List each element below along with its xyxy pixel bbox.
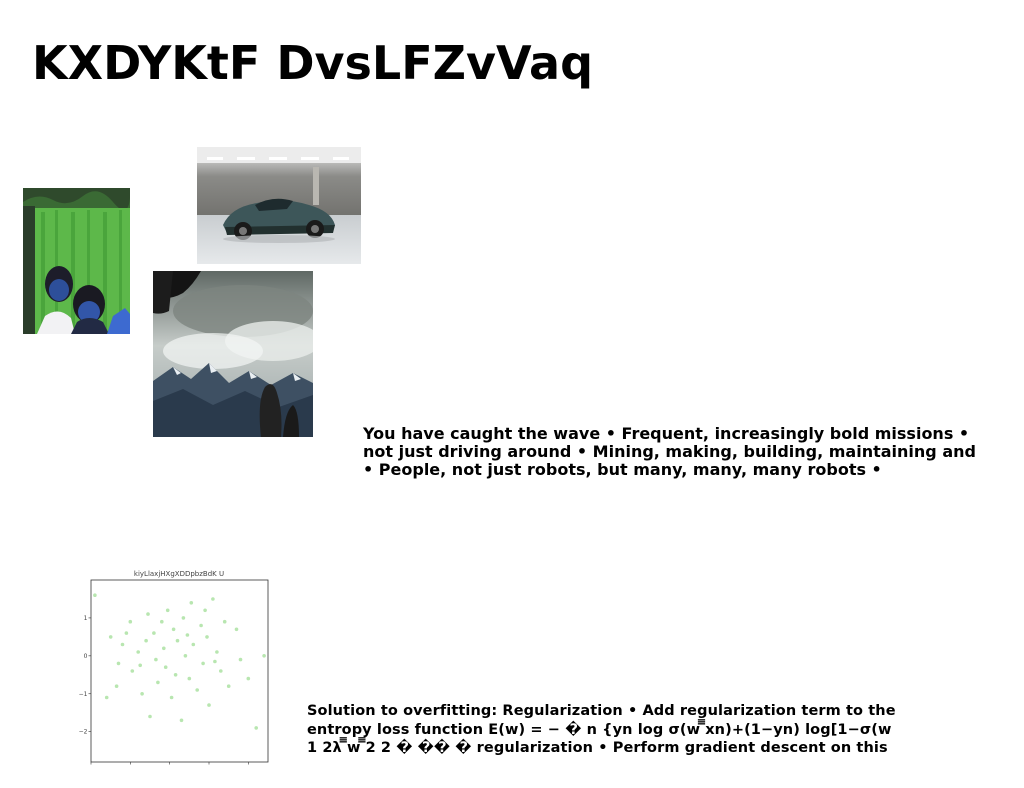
scatter-point [254, 726, 258, 730]
scatter-point [179, 718, 184, 723]
scatter-point [154, 657, 158, 662]
scatter-point [183, 654, 188, 658]
scatter-point [93, 593, 97, 597]
scatter-point [187, 676, 192, 681]
scatter-point [181, 616, 186, 620]
scatter-point [140, 692, 144, 696]
scatter-point [234, 627, 239, 632]
points-layer [93, 593, 266, 730]
page-title: KXDYKtF DvsLFZvVaq [32, 36, 594, 90]
scatter-chart: kiyLlaxjHXgXDDpbzBdK U −2−1012 1 0 −1 −2 [79, 570, 269, 765]
scatter-point [136, 650, 140, 654]
scatter-point [116, 661, 121, 666]
scatter-point [238, 657, 243, 662]
x-axis-ticks: −2−1012 [90, 762, 249, 765]
plot-frame [90, 579, 269, 763]
plot-border [90, 579, 269, 763]
scatter-point [124, 631, 129, 635]
y-axis-ticks: 1 0 −1 −2 [79, 615, 91, 736]
scatter-point [201, 661, 205, 666]
scatter-point [173, 673, 178, 677]
scatter-point [189, 601, 194, 605]
scatter-point [163, 665, 168, 669]
overfitting-paragraph: Solution to overfitting: Regularization … [307, 702, 896, 758]
scatter-point [222, 619, 227, 624]
scatter-point [120, 642, 125, 647]
scatter-point [185, 633, 190, 637]
chart-title: kiyLlaxjHXgXDDpbzBdK U [134, 570, 224, 578]
scatter-point [207, 703, 211, 707]
y-tick-label: 1 [84, 615, 88, 622]
y-tick-label: 0 [84, 653, 88, 660]
scatter-point [213, 659, 217, 664]
scatter-point [128, 619, 133, 624]
mountains-photo [153, 271, 313, 437]
scatter-point [138, 663, 142, 668]
scatter-point [165, 608, 170, 613]
car-photo [197, 147, 361, 264]
overfitting-line: Solution to overfitting: Regularization … [307, 703, 896, 719]
scatter-point [162, 646, 166, 651]
y-tick-label: −1 [79, 691, 88, 698]
wave-line: You have caught the wave • Frequent, inc… [363, 424, 970, 443]
scatter-point [114, 684, 119, 688]
scatter-point [156, 680, 160, 685]
scatter-point [203, 608, 207, 613]
scatter-point [146, 612, 150, 616]
scatter-point [144, 638, 148, 643]
scatter-point [226, 684, 231, 688]
scatter-point [130, 669, 135, 673]
scatter-point [262, 654, 266, 658]
scatter-point [148, 714, 152, 719]
wave-line: not just driving around • Mining, making… [363, 442, 976, 461]
wave-line: • People, not just robots, but many, man… [363, 460, 882, 479]
scatter-point [152, 631, 156, 635]
scatter-point [191, 642, 196, 647]
scatter-point [108, 635, 113, 639]
y-tick-label: −2 [79, 729, 88, 736]
scatter-point [215, 650, 219, 654]
scatter-point [169, 695, 174, 700]
scatter-point [246, 676, 251, 681]
scatter-point [219, 669, 223, 673]
overfitting-line: entropy loss function E(w) = − � n {yn l… [307, 721, 892, 738]
scatter-point [205, 635, 209, 639]
scatter-point [211, 597, 215, 601]
scatter-point [199, 623, 203, 628]
overfitting-line: 1 2λ ̅̅̅w ̅̅̅2 2 � �� � regularization •… [307, 740, 888, 756]
scatter-point [171, 627, 176, 632]
people-photo [23, 188, 130, 334]
scatter-point [160, 619, 164, 624]
scatter-point [104, 695, 109, 700]
scatter-point [195, 688, 199, 692]
scatter-point [175, 638, 180, 643]
wave-paragraph: You have caught the wave • Frequent, inc… [363, 425, 976, 479]
